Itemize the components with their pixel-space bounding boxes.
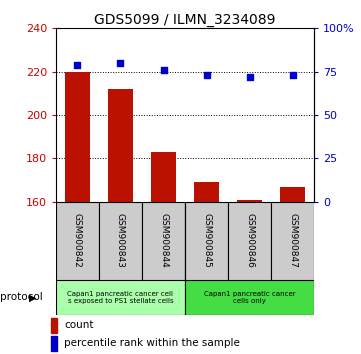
Text: Capan1 pancreatic cancer
cells only: Capan1 pancreatic cancer cells only (204, 291, 295, 304)
Bar (280, 187, 305, 202)
Point (247, 74, 252, 80)
Text: ▶: ▶ (29, 292, 36, 302)
Bar (56, 280, 185, 315)
Bar (51, 318, 57, 333)
Title: GDS5099 / ILMN_3234089: GDS5099 / ILMN_3234089 (94, 13, 276, 27)
Bar (99, 202, 142, 280)
Bar (142, 202, 185, 280)
Text: protocol: protocol (0, 292, 43, 302)
Text: count: count (64, 320, 94, 330)
Text: GSM900846: GSM900846 (245, 213, 254, 268)
Bar (185, 202, 228, 280)
Text: GSM900845: GSM900845 (202, 213, 211, 268)
Text: Capan1 pancreatic cancer cell
s exposed to PS1 stellate cells: Capan1 pancreatic cancer cell s exposed … (68, 291, 174, 304)
Point (118, 60, 123, 66)
Point (204, 72, 209, 78)
Text: GSM900843: GSM900843 (116, 213, 125, 268)
Bar (185, 280, 314, 315)
Point (290, 72, 295, 78)
Text: GSM900847: GSM900847 (288, 213, 297, 268)
Bar (228, 202, 271, 280)
Bar (271, 202, 314, 280)
Bar (56, 202, 99, 280)
Bar (108, 89, 134, 202)
Point (75, 62, 81, 68)
Bar (193, 182, 219, 202)
Bar (51, 336, 57, 351)
Bar (65, 72, 90, 202)
Text: GSM900844: GSM900844 (159, 213, 168, 268)
Bar (237, 200, 262, 202)
Text: GSM900842: GSM900842 (73, 213, 82, 268)
Bar (151, 152, 177, 202)
Point (161, 67, 166, 73)
Text: percentile rank within the sample: percentile rank within the sample (64, 338, 240, 348)
